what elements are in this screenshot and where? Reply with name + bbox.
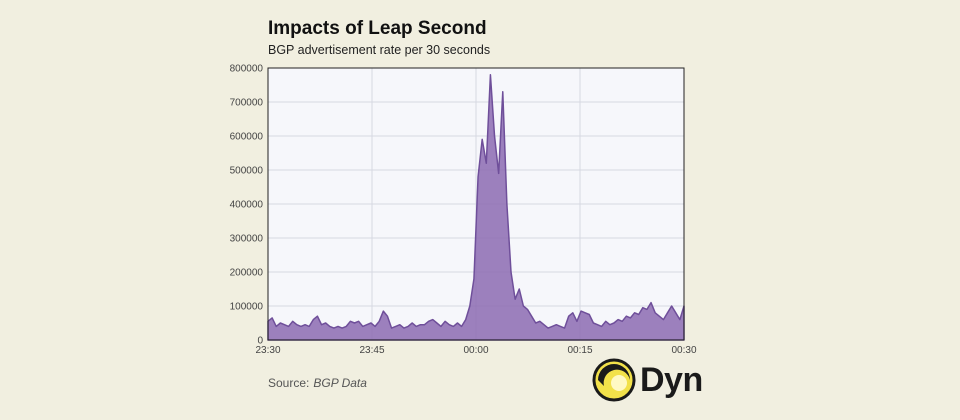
x-tick-label: 00:00 (463, 345, 488, 356)
x-tick-label: 23:30 (255, 345, 280, 356)
chart-title: Impacts of Leap Second (268, 18, 487, 39)
x-tick-label: 23:45 (359, 345, 384, 356)
source-label: Source: (268, 376, 310, 390)
x-axis-ticks: 23:30 23:45 00:00 00:15 00:30 (255, 345, 696, 356)
y-axis-ticks: 0 100000 200000 300000 400000 500000 600000 700… (230, 64, 264, 347)
chart-subtitle: BGP advertisement rate per 30 seconds (268, 43, 491, 57)
y-tick-label: 400000 (230, 200, 264, 211)
x-tick-label: 00:15 (567, 345, 592, 356)
y-tick-label: 800000 (230, 64, 264, 75)
y-tick-label: 500000 (230, 166, 264, 177)
dyn-logo-text: Dyn (640, 360, 703, 399)
dyn-swirl-icon (592, 358, 636, 402)
y-tick-label: 0 (257, 336, 263, 347)
source-value: BGP Data (313, 376, 367, 390)
y-tick-label: 100000 (230, 302, 264, 313)
y-tick-label: 200000 (230, 268, 264, 279)
source-note: Source: BGP Data (268, 376, 367, 390)
x-tick-label: 00:30 (671, 345, 696, 356)
y-tick-label: 300000 (230, 234, 264, 245)
dyn-logo: Dyn (592, 358, 703, 402)
y-tick-label: 700000 (230, 98, 264, 109)
series-area (267, 74, 685, 341)
plot-border (267, 67, 685, 341)
y-tick-label: 600000 (230, 132, 264, 143)
